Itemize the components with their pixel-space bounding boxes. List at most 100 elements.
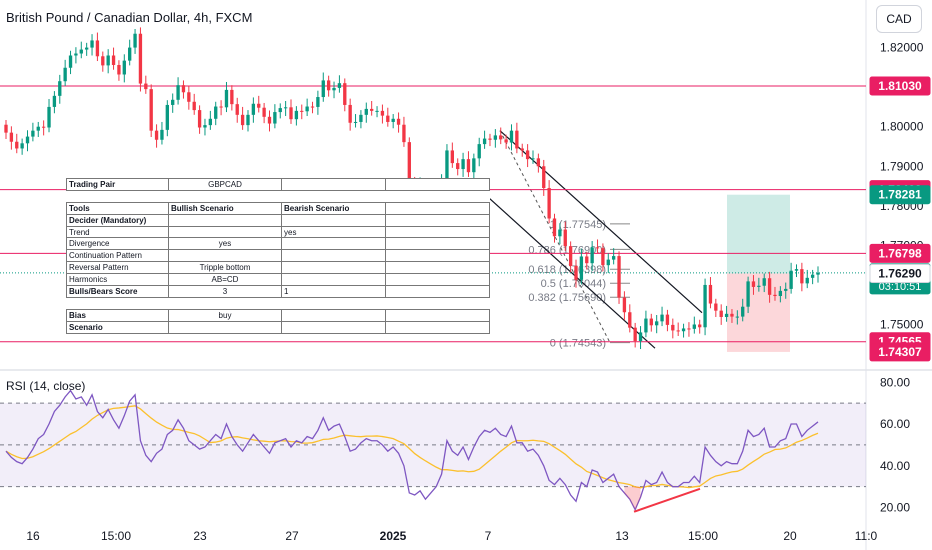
table-cell (385, 213, 490, 227)
candle-body (488, 138, 492, 140)
candle-body (585, 256, 589, 264)
candle-body (692, 324, 696, 329)
candle-body (128, 47, 132, 61)
candle-body (472, 158, 476, 173)
table-cell: 1 (281, 285, 386, 298)
price-label-box (869, 185, 931, 205)
candle-body (628, 312, 632, 328)
price-label-box (869, 263, 931, 283)
candle-body (531, 158, 535, 160)
candle-body (273, 112, 277, 124)
table-cell (168, 213, 282, 227)
candle-body (542, 166, 546, 189)
fib-level-label: 0.382 (1.75690) (528, 292, 606, 304)
candle-body (730, 313, 734, 317)
table-cell (385, 285, 490, 298)
candle-body (800, 269, 804, 284)
table-cell (281, 213, 386, 227)
candle-body (520, 148, 524, 151)
table-cell (385, 237, 490, 251)
trend-channel[interactable] (477, 130, 703, 349)
table-row: Scenario (66, 320, 490, 334)
candle-body (95, 40, 100, 57)
candle-body (816, 272, 820, 275)
price-tick-label: 1.79000 (880, 159, 924, 173)
candle-body (714, 303, 718, 311)
candle-body (611, 256, 616, 260)
candle-body (230, 89, 234, 105)
table-row: Reversal Pattern Tripple bottom (66, 261, 490, 275)
table-cell (385, 225, 490, 239)
candle-body (257, 103, 261, 108)
price-label: 1.81030 (878, 79, 922, 93)
table-row: Tools Bullish Scenario Bearish Scenario (66, 201, 490, 215)
rsi-oversold-fill (624, 486, 641, 510)
table-cell (385, 261, 490, 275)
candle-body (509, 130, 514, 143)
table-cell (281, 178, 386, 191)
table-cell (385, 201, 490, 215)
table-cell: Harmonics (66, 273, 169, 287)
candle-body (246, 114, 250, 126)
candle-body (283, 107, 288, 109)
candle-body (638, 332, 643, 342)
candle-body (149, 89, 153, 131)
currency-button[interactable]: CAD (876, 5, 922, 33)
candle-body (515, 130, 519, 149)
table-row: Continuation Pattern (66, 249, 490, 263)
candle-body (300, 110, 304, 112)
fibonacci-retracement[interactable]: 1 (1.77545) 0.786 (1.76900) 0.618 (1.76398… (499, 130, 630, 350)
table-row: Harmonics AB=CD (66, 273, 490, 287)
candle-body (789, 270, 793, 289)
candle-body (499, 135, 503, 140)
candle-body (343, 83, 347, 105)
candle-body (289, 107, 293, 120)
candle-body (337, 83, 342, 88)
candle-body (31, 130, 35, 137)
candle-body (84, 47, 89, 50)
table-cell (66, 189, 169, 203)
rsi-pane: 80.00 60.00 40.00 20.00 (0, 375, 910, 515)
table-cell: Trading Pair (66, 178, 169, 191)
candle-body (784, 288, 788, 291)
time-tick-label: 7 (485, 529, 492, 543)
candle-body (735, 316, 740, 318)
candle-body (558, 229, 562, 237)
candle-body (106, 55, 110, 66)
table-cell (385, 296, 490, 310)
candle-body (380, 110, 385, 116)
candle-body (649, 318, 653, 326)
table-cell (66, 296, 169, 310)
candle-body (58, 81, 62, 96)
table-cell (168, 225, 282, 239)
candle-body (144, 83, 148, 90)
table-row: Trading Pair GBPCAD (66, 178, 490, 191)
price-label-countdown: 03:10:51 (879, 281, 922, 293)
candle-body (493, 135, 498, 140)
candle-body (477, 144, 481, 159)
scenario-table: Trading Pair GBPCAD Tools Bullish Scenario B… (66, 178, 490, 334)
table-cell (168, 296, 282, 310)
position-profit-zone (727, 194, 790, 274)
table-cell: Tripple bottom (168, 261, 282, 275)
table-cell: Bulls/Bears Score (66, 285, 169, 298)
candle-body (590, 247, 594, 264)
candles (4, 27, 820, 350)
candle-body (622, 297, 627, 313)
candle-body (214, 106, 218, 119)
candle-body (262, 107, 266, 117)
table-cell: Bias (66, 308, 169, 322)
candle-body (41, 126, 46, 128)
candle-body (294, 110, 299, 120)
candle-body (154, 130, 159, 140)
candle-body (63, 67, 67, 82)
candle-body (391, 118, 395, 122)
table-cell (385, 189, 490, 203)
candle-body (122, 60, 126, 75)
table-cell: Decider (Mandatory) (66, 213, 169, 227)
price-label-box (869, 342, 931, 362)
candle-body (219, 106, 223, 108)
candle-body (353, 121, 358, 123)
